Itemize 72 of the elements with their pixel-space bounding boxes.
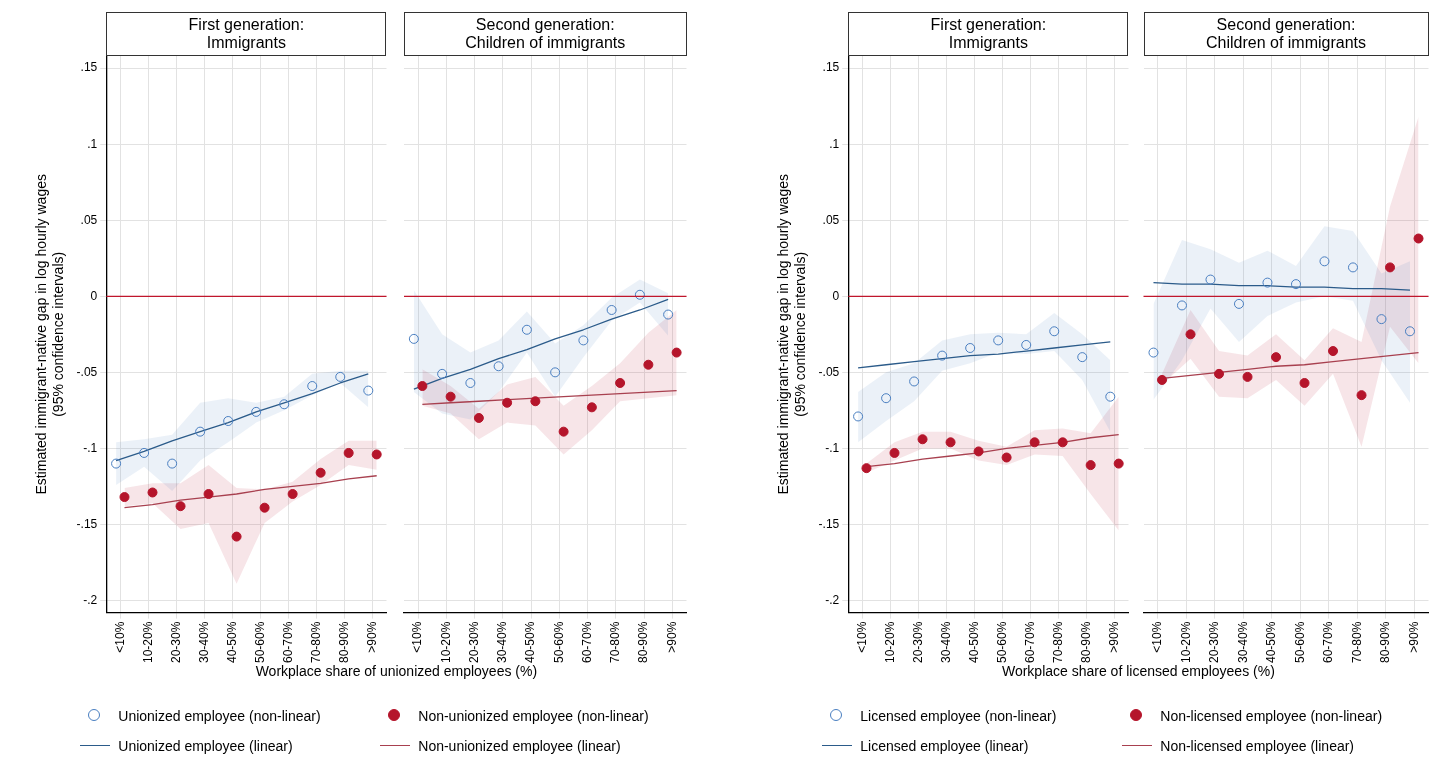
x-tick-label: 70-80%	[1349, 621, 1364, 664]
x-tick-label: 30-40%	[1235, 621, 1250, 664]
x-tick-label: 20-30%	[910, 621, 925, 664]
x-tick-label: 50-60%	[1292, 621, 1307, 664]
x-tick-label: 60-70%	[1321, 621, 1336, 664]
x-tick-label: <10%	[854, 621, 869, 653]
x-tick-label: 20-30%	[168, 621, 183, 664]
x-tick-label: <10%	[410, 621, 425, 653]
x-tick-label: <10%	[112, 621, 127, 653]
x-tick-label: >90%	[664, 621, 679, 653]
y-tick-label: 0	[832, 288, 840, 303]
x-tick-label: 30-40%	[938, 621, 953, 664]
x-axis-title: Workplace share of unionized employees (%)	[254, 663, 539, 679]
y-tick-label: .15	[80, 60, 98, 75]
x-tick-label: <10%	[1150, 621, 1165, 653]
x-tick-label: 20-30%	[1207, 621, 1222, 664]
y-axis-title: Estimated immigrant-native gap in log hourly wages (95% confidence intervals)	[33, 174, 67, 495]
x-tick-label: 50-60%	[551, 621, 566, 664]
y-tick-label: -.05	[76, 364, 98, 379]
legend-label: Licensed employee (non-linear)	[860, 708, 1057, 724]
y-tick-label: -.15	[818, 516, 840, 531]
x-tick-label: 60-70%	[280, 621, 295, 664]
legend-label: Non-unionized employee (non-linear)	[418, 708, 649, 724]
x-tick-label: 70-80%	[1050, 621, 1065, 664]
x-tick-label: >90%	[1406, 621, 1421, 653]
y-tick-label: -.1	[83, 440, 98, 455]
legend-label: Non-licensed employee (non-linear)	[1160, 708, 1383, 724]
y-tick-label: -.15	[76, 516, 98, 531]
x-tick-label: 70-80%	[308, 621, 323, 664]
x-tick-label: 40-50%	[966, 621, 981, 664]
chart-title: Second generation: Children of immigrants	[404, 12, 687, 56]
y-tick-label: -.2	[83, 592, 98, 607]
x-tick-label: 60-70%	[579, 621, 594, 664]
y-tick-label: .15	[822, 60, 840, 75]
x-tick-label: 10-20%	[140, 621, 155, 664]
x-tick-label: >90%	[1106, 621, 1121, 653]
legend-label: Non-licensed employee (linear)	[1160, 738, 1355, 754]
y-tick-label: -.1	[825, 440, 840, 455]
x-tick-label: >90%	[364, 621, 379, 653]
y-tick-label: .05	[822, 212, 840, 227]
chart-title: Second generation: Children of immigrants	[1143, 12, 1429, 56]
x-tick-label: 10-20%	[1178, 621, 1193, 664]
x-tick-label: 30-40%	[196, 621, 211, 664]
x-tick-label: 10-20%	[882, 621, 897, 664]
x-tick-label: 80-90%	[1078, 621, 1093, 664]
chart-title: First generation: Immigrants	[106, 12, 387, 56]
x-tick-label: 40-50%	[523, 621, 538, 664]
y-tick-label: .1	[87, 136, 98, 151]
x-tick-label: 80-90%	[336, 621, 351, 664]
x-tick-label: 10-20%	[438, 621, 453, 664]
y-tick-label: 0	[90, 288, 98, 303]
y-axis-title: Estimated immigrant-native gap in log hourly wages (95% confidence intervals)	[775, 174, 809, 495]
x-tick-label: 50-60%	[994, 621, 1009, 664]
legend-label: Non-unionized employee (linear)	[418, 738, 621, 754]
x-tick-label: 60-70%	[1022, 621, 1037, 664]
x-tick-label: 70-80%	[608, 621, 623, 664]
y-tick-label: -.05	[818, 364, 840, 379]
x-tick-label: 50-60%	[252, 621, 267, 664]
x-axis-title: Workplace share of licensed employees (%)	[1000, 663, 1276, 679]
x-tick-label: 80-90%	[636, 621, 651, 664]
y-tick-label: -.2	[825, 592, 840, 607]
legend-label: Unionized employee (non-linear)	[118, 708, 321, 724]
x-tick-label: 40-50%	[224, 621, 239, 664]
legend-label: Unionized employee (linear)	[118, 738, 293, 754]
x-tick-label: 40-50%	[1264, 621, 1279, 664]
x-tick-label: 30-40%	[495, 621, 510, 664]
y-tick-label: .05	[80, 212, 98, 227]
x-tick-label: 80-90%	[1378, 621, 1393, 664]
chart-title: First generation: Immigrants	[848, 12, 1129, 56]
x-tick-label: 20-30%	[466, 621, 481, 664]
legend-label: Licensed employee (linear)	[860, 738, 1029, 754]
y-tick-label: .1	[829, 136, 840, 151]
